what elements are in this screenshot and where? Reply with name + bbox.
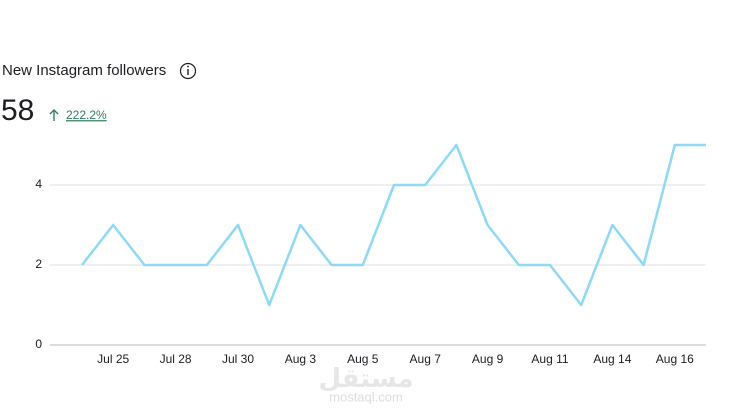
y-tick-label: 4: [35, 177, 42, 191]
x-tick-label: Aug 3: [285, 352, 317, 366]
x-tick-label: Aug 5: [347, 352, 379, 366]
chart-title: New Instagram followers: [2, 62, 166, 79]
data-line: [81, 143, 706, 307]
x-tick-label: Aug 14: [593, 352, 631, 366]
change-percent[interactable]: 222.2%: [66, 108, 107, 122]
x-tick-label: Jul 28: [160, 352, 192, 366]
x-tick-label: Aug 11: [531, 352, 568, 366]
up-arrow: [49, 109, 59, 121]
x-tick-label: Jul 30: [222, 352, 254, 366]
x-tick-label: Aug 16: [656, 352, 694, 366]
x-tick-label: Aug 9: [472, 352, 504, 366]
total-value: 58: [1, 94, 34, 127]
y-tick-label: 0: [35, 337, 42, 351]
watermark: mostaql.com: [329, 389, 403, 404]
watermark: مستقل: [318, 363, 413, 393]
x-tick-label: Jul 25: [97, 352, 129, 366]
x-tick-label: Aug 7: [410, 352, 442, 366]
y-tick-label: 2: [35, 257, 42, 271]
info-icon[interactable]: [179, 62, 197, 80]
